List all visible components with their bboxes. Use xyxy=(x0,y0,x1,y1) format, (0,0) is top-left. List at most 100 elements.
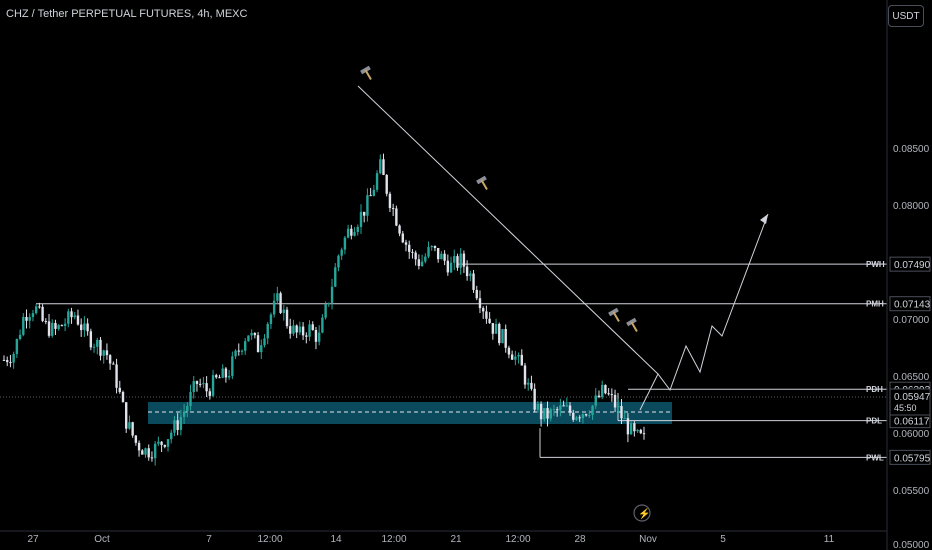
candle-body xyxy=(398,225,401,234)
candle-body xyxy=(562,405,565,407)
candle-body xyxy=(572,412,575,420)
time-tick-label: 27 xyxy=(27,534,39,545)
candle-body xyxy=(620,406,623,419)
candle-body xyxy=(41,306,44,321)
candle-body xyxy=(115,364,118,388)
candle-body xyxy=(192,381,195,393)
candle-body xyxy=(555,409,559,411)
candle-body xyxy=(385,174,388,194)
candle-body xyxy=(218,377,221,379)
price-tick-label: 0.05000 xyxy=(893,540,930,550)
candle-body xyxy=(443,253,446,261)
candle-body xyxy=(321,317,324,333)
candle-body xyxy=(51,322,54,336)
candle-body xyxy=(475,289,478,299)
candle-body xyxy=(565,405,569,407)
level-label: PDL xyxy=(866,417,882,426)
time-tick-label: 21 xyxy=(450,534,462,545)
candle-body xyxy=(186,406,189,412)
level-price-value: 0.06117 xyxy=(894,417,930,428)
candle-body xyxy=(382,159,385,175)
candle-body xyxy=(469,273,472,277)
candle-body xyxy=(247,335,250,342)
candle-body xyxy=(179,416,183,430)
level-price-box xyxy=(889,296,931,312)
candle-body xyxy=(38,306,41,308)
candle-body xyxy=(340,249,343,256)
candle-body xyxy=(372,189,376,196)
level-price-value: 0.07143 xyxy=(894,300,931,311)
candle-body xyxy=(536,403,540,410)
candle-body xyxy=(295,325,298,333)
candle-body xyxy=(34,306,38,314)
candle-body xyxy=(76,315,80,325)
candles xyxy=(2,153,646,466)
candle-body xyxy=(613,394,617,408)
candle-body xyxy=(375,173,379,190)
candle-body xyxy=(163,444,167,447)
candle-body xyxy=(346,228,350,238)
candle-body xyxy=(96,339,99,347)
candle-body xyxy=(430,246,433,248)
countdown-value: 45:50 xyxy=(894,403,917,413)
candle-body xyxy=(298,326,302,333)
candle-body xyxy=(517,354,520,357)
candle-body xyxy=(160,441,163,445)
time-tick-label: Oct xyxy=(94,534,110,545)
candle-body xyxy=(559,405,562,411)
candle-body xyxy=(170,432,173,440)
candle-body xyxy=(144,448,147,455)
time-axis[interactable]: 27 Oct 7 12:00 14 12:00 21 12:00 28 Nov 5 11 xyxy=(27,534,834,545)
candle-body xyxy=(227,375,231,378)
candle-body xyxy=(481,308,485,312)
candle-body xyxy=(369,195,372,197)
candle-body xyxy=(18,334,22,340)
projection-arrow-head xyxy=(760,214,768,224)
price-tick-label: 0.08000 xyxy=(893,201,930,212)
candle-body xyxy=(118,387,121,392)
candle-body xyxy=(198,383,202,385)
candle-body xyxy=(99,339,102,356)
currency-button[interactable]: USDT xyxy=(888,5,924,27)
candle-body xyxy=(488,318,491,324)
candle-body xyxy=(215,375,218,378)
candle-body xyxy=(289,326,292,334)
candle-body xyxy=(514,356,517,360)
candle-body xyxy=(588,415,591,417)
candle-body xyxy=(108,355,112,364)
candle-body xyxy=(549,409,552,419)
candle-body xyxy=(57,325,60,329)
candle-body xyxy=(22,316,25,335)
candle-body xyxy=(465,266,469,277)
candle-body xyxy=(221,368,224,378)
candle-body xyxy=(617,406,620,408)
candle-body xyxy=(86,323,89,332)
candle-body xyxy=(112,363,115,365)
candle-body xyxy=(353,232,356,236)
price-axis[interactable]: 0.08500 0.08000 0.07000 0.06500 0.06000 0.055… xyxy=(893,144,930,550)
time-tick-label: 7 xyxy=(206,534,212,545)
candle-body xyxy=(260,345,263,353)
candle-body xyxy=(633,423,636,432)
candle-body xyxy=(533,388,536,410)
candle-body xyxy=(414,252,417,260)
candle-body xyxy=(629,423,633,435)
candle-body xyxy=(433,246,437,248)
candle-body xyxy=(317,332,321,342)
candle-body xyxy=(388,193,392,209)
candle-body xyxy=(314,329,318,342)
candle-body xyxy=(272,300,276,315)
candle-body xyxy=(504,329,507,348)
candle-body xyxy=(224,368,228,378)
candle-body xyxy=(597,395,601,398)
candle-body xyxy=(337,255,340,268)
time-tick-label: 12:00 xyxy=(381,534,406,545)
candle-body xyxy=(166,439,170,447)
candle-body xyxy=(308,324,311,337)
candle-body xyxy=(456,256,459,268)
candle-body xyxy=(356,226,359,233)
goto-realtime-icon[interactable]: ⚡ xyxy=(633,504,651,522)
candle-body xyxy=(205,383,208,392)
level-label: PMH xyxy=(866,300,884,309)
